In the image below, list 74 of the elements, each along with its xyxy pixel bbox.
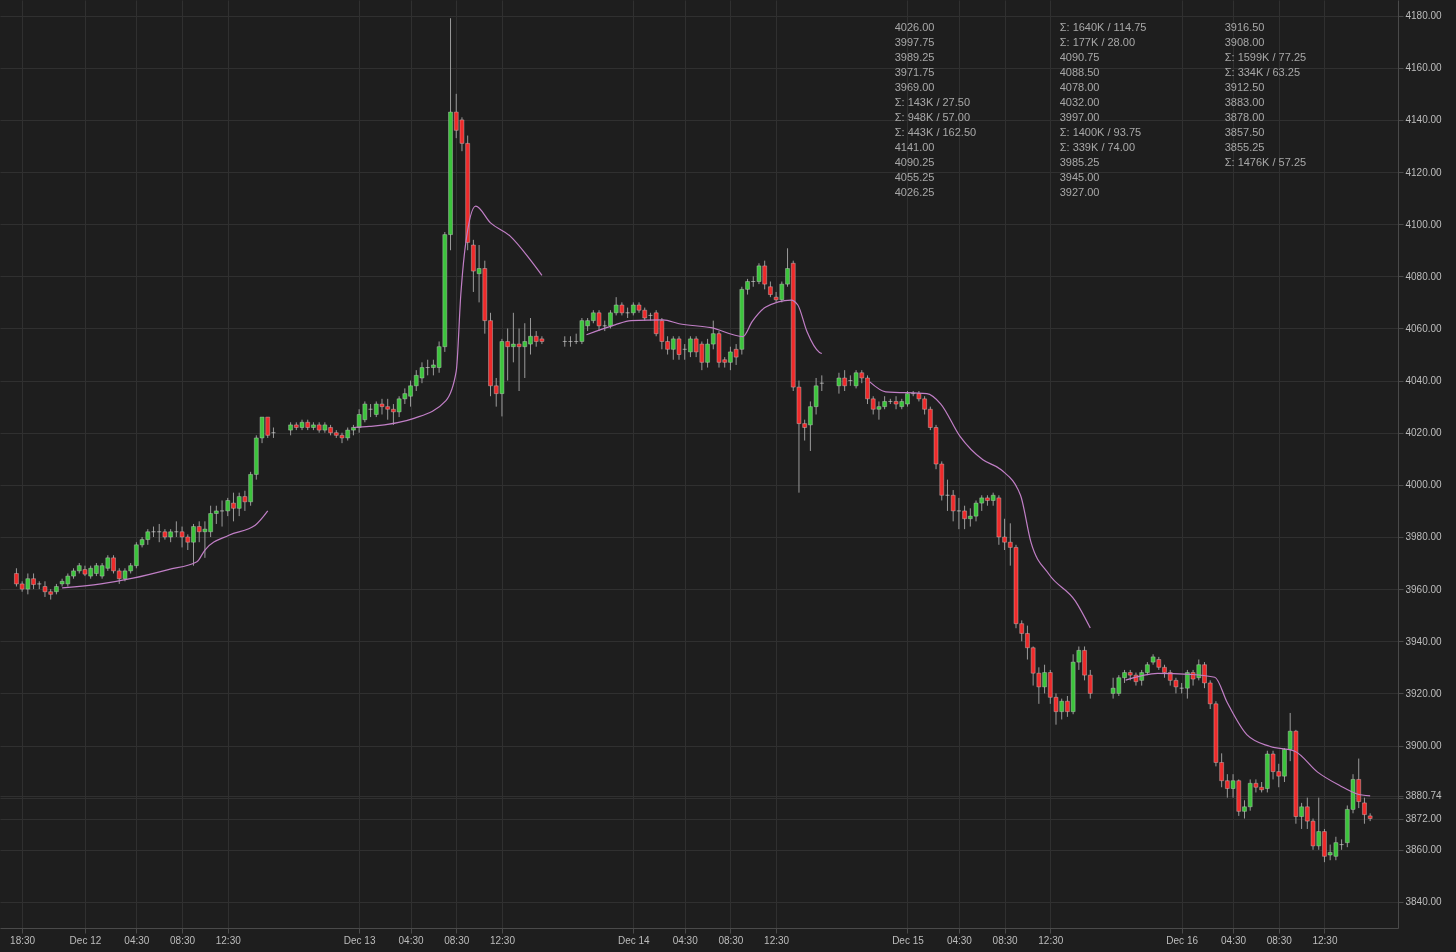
y-tick-label: 4180.00 — [1405, 10, 1443, 22]
x-tick-label: 12:30 — [489, 934, 516, 946]
annotation: 3997.00 — [1059, 111, 1100, 123]
x-tick-label: 12:30 — [215, 934, 242, 946]
x-tick-label: Dec 14 — [617, 934, 651, 946]
annotation: 3855.25 — [1224, 141, 1265, 153]
annotation: 4026.00 — [894, 21, 935, 33]
x-tick-label: 04:30 — [124, 934, 150, 946]
annotation: Σ: 1640K / 114.75 — [1059, 21, 1147, 33]
x-tick-label: Dec 12 — [69, 934, 102, 946]
annotation: 3997.75 — [894, 36, 935, 48]
annotation: 3927.00 — [1059, 186, 1100, 198]
y-tick-label: 3872.00 — [1405, 813, 1443, 825]
annotation: Σ: 334K / 63.25 — [1224, 66, 1301, 78]
y-tick-label: 3860.00 — [1405, 844, 1443, 856]
y-tick-label: 4020.00 — [1405, 427, 1443, 439]
y-tick-label: 4120.00 — [1405, 166, 1443, 178]
x-tick-label: Dec 16 — [1166, 934, 1199, 946]
x-tick-label: 04:30 — [1221, 934, 1247, 946]
annotation: 4032.00 — [1059, 96, 1100, 108]
x-tick-label: 12:30 — [1038, 934, 1064, 946]
y-tick-label: 3920.00 — [1405, 687, 1443, 699]
x-tick-label: 04:30 — [398, 934, 424, 946]
x-tick-label: 04:30 — [946, 934, 973, 946]
annotation: 3969.00 — [894, 81, 935, 93]
annotation: Σ: 1400K / 93.75 — [1059, 126, 1142, 138]
annotation: 4090.25 — [894, 156, 935, 168]
annotation: 3878.00 — [1224, 111, 1265, 123]
x-tick-label: 08:30 — [992, 934, 1019, 946]
annotation: 3883.00 — [1224, 96, 1265, 108]
y-tick-label: 3880.74 — [1405, 790, 1443, 802]
x-tick-label: 18:30 — [10, 934, 36, 946]
y-tick-label: 3980.00 — [1405, 531, 1443, 543]
y-tick-label: 4140.00 — [1405, 114, 1443, 126]
annotation: Σ: 339K / 74.00 — [1059, 141, 1136, 153]
annotation: 3908.00 — [1224, 36, 1265, 48]
y-tick-label: 4160.00 — [1405, 62, 1443, 74]
annotation: 4088.50 — [1059, 66, 1100, 78]
x-tick-label: 04:30 — [672, 934, 699, 946]
annotation: 4078.00 — [1059, 81, 1100, 93]
annotation: 4055.25 — [894, 171, 935, 183]
y-tick-label: 3900.00 — [1405, 740, 1443, 752]
x-tick-label: 08:30 — [718, 934, 744, 946]
x-tick-label: 12:30 — [1312, 934, 1338, 946]
annotation: 3945.00 — [1059, 171, 1100, 183]
annotation: 3912.50 — [1224, 81, 1265, 93]
annotation: 4090.75 — [1059, 51, 1100, 63]
x-tick-label: 12:30 — [764, 934, 790, 946]
annotation: Σ: 948K / 57.00 — [894, 111, 971, 123]
y-tick-label: 4060.00 — [1405, 322, 1443, 334]
x-tick-label: 08:30 — [170, 934, 196, 946]
y-tick-label: 4100.00 — [1405, 218, 1443, 230]
y-tick-label: 4000.00 — [1405, 479, 1443, 491]
y-tick-label: 3840.00 — [1405, 896, 1443, 908]
annotation: Σ: 1599K / 77.25 — [1224, 51, 1307, 63]
y-tick-label: 3960.00 — [1405, 583, 1443, 595]
y-tick-label: 3940.00 — [1405, 635, 1443, 647]
annotation: Σ: 1476K / 57.25 — [1224, 156, 1307, 168]
y-tick-label: 4040.00 — [1405, 375, 1443, 387]
annotation: 3989.25 — [894, 51, 935, 63]
annotation: Σ: 177K / 28.00 — [1059, 36, 1136, 48]
x-tick-label: Dec 13 — [343, 934, 376, 946]
x-tick-label: 08:30 — [1266, 934, 1293, 946]
x-tick-label: 08:30 — [444, 934, 470, 946]
annotation: 3971.75 — [894, 66, 935, 78]
annotation: Σ: 443K / 162.50 — [894, 126, 977, 138]
annotation: 3985.25 — [1059, 156, 1100, 168]
x-tick-label: Dec 15 — [892, 934, 925, 946]
annotation: Σ: 143K / 27.50 — [894, 96, 971, 108]
y-tick-label: 4080.00 — [1405, 270, 1443, 282]
annotation: 4141.00 — [894, 141, 935, 153]
annotation: 3857.50 — [1224, 126, 1265, 138]
annotation: 4026.25 — [894, 186, 935, 198]
annotation: 3916.50 — [1224, 21, 1265, 33]
